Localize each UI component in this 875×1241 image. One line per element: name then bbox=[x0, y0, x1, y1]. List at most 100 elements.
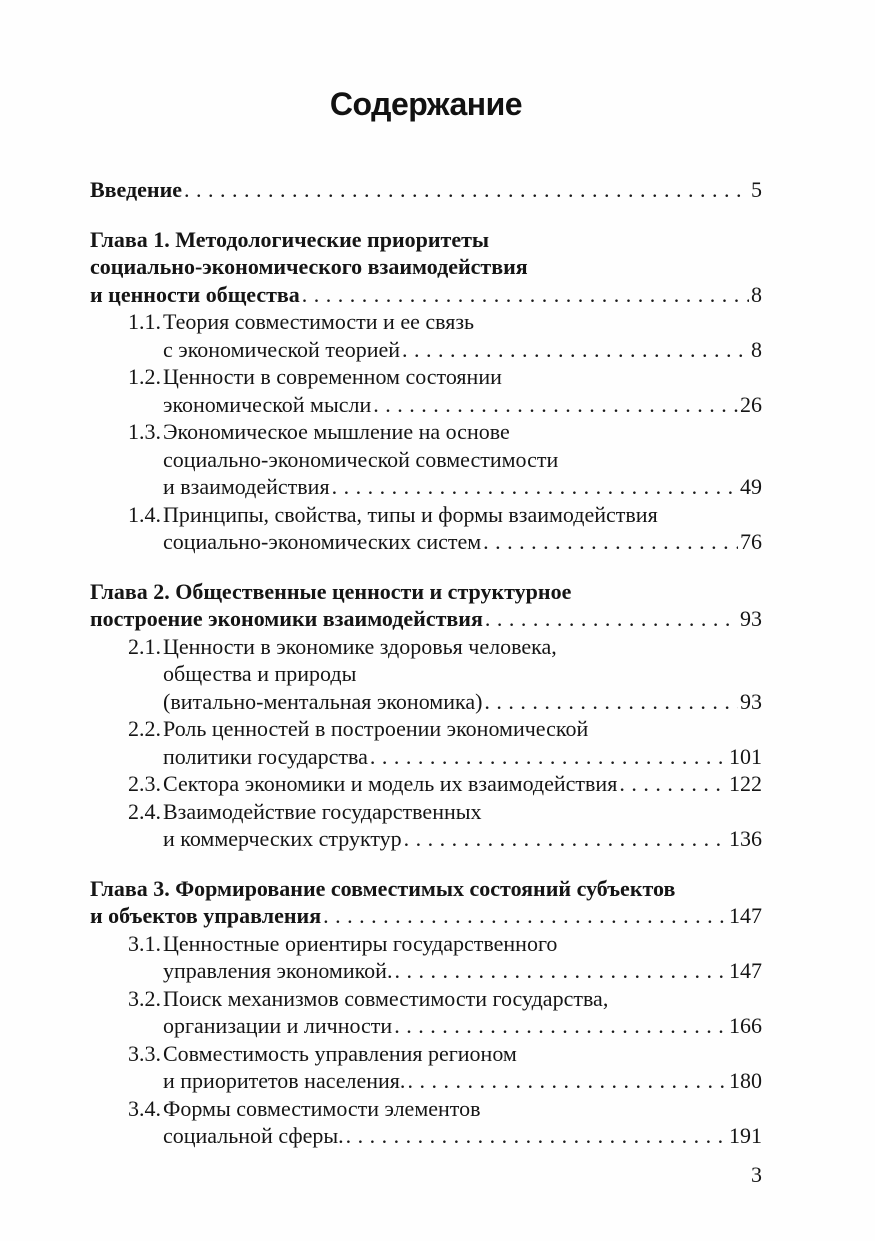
toc-entry-1-2: 1.2. Ценности в современном состоянии экон… bbox=[90, 363, 762, 418]
entry-number: 1.4. bbox=[128, 501, 161, 527]
entry-text: политики государства bbox=[163, 743, 368, 769]
entry-text: Глава 2. Общественные ценности и структу… bbox=[90, 578, 572, 604]
entry-text: Совместимость управления регионом bbox=[163, 1040, 517, 1066]
entry-line: Глава 3. Формирование совместимых состоя… bbox=[90, 875, 762, 903]
entry-number: 1.3. bbox=[128, 419, 161, 444]
entry-line: социально-экономической совместимости bbox=[163, 446, 762, 474]
entry-text: и ценности общества bbox=[90, 281, 300, 307]
entry-text: и приоритетов населения. bbox=[163, 1068, 406, 1093]
entry-line: Принципы, свойства, типы и формы взаимод… bbox=[163, 501, 762, 529]
entry-page-number: 166 bbox=[729, 1013, 762, 1038]
entry-text: Экономическое мышление на основе bbox=[163, 419, 510, 444]
entry-number: 2.2. bbox=[128, 716, 161, 741]
dot-leader bbox=[346, 1122, 727, 1150]
toc-entry-2-1: 2.1. Ценности в экономике здоровья челове… bbox=[90, 633, 762, 716]
dot-leader bbox=[394, 1012, 727, 1040]
entry-text: социальной сферы. bbox=[163, 1123, 344, 1148]
toc-entry-3-2: 3.2. Поиск механизмов совместимости госуд… bbox=[90, 985, 762, 1040]
toc-entry-1-4: 1.4. Принципы, свойства, типы и формы вза… bbox=[90, 501, 762, 556]
entry-page-number: 26 bbox=[740, 391, 762, 417]
entry-body: Ценностные ориентиры государственного упр… bbox=[163, 930, 762, 985]
toc-entry-2-4: 2.4. Взаимодействие государственных и комм… bbox=[90, 798, 762, 853]
entry-page-number: 49 bbox=[740, 474, 762, 499]
dot-leader bbox=[485, 605, 738, 633]
entry-line: Теория совместимости и ее связь bbox=[163, 308, 762, 336]
dot-leader bbox=[619, 770, 727, 798]
entry-text: социально-экономического взаимодействия bbox=[90, 254, 528, 279]
entry-body: Ценности в экономике здоровья человека, о… bbox=[163, 633, 762, 716]
entry-text: социально-экономических систем bbox=[163, 529, 482, 554]
entry-line: Глава 1. Методологические приоритеты bbox=[90, 226, 762, 254]
entry-line: Ценности в современном состоянии bbox=[163, 363, 762, 391]
entry-text: Глава 3. Формирование совместимых состоя… bbox=[90, 875, 676, 901]
entry-line: социально-экономических систем 76 bbox=[163, 528, 762, 556]
entry-number: 3.4. bbox=[128, 1095, 161, 1121]
entry-line: Ценности в экономике здоровья человека, bbox=[163, 633, 762, 661]
entry-line: Роль ценностей в построении экономическо… bbox=[163, 715, 762, 743]
dot-leader bbox=[402, 336, 749, 364]
entry-line: и коммерческих структур 136 bbox=[163, 825, 762, 853]
entry-line: Формы совместимости элементов bbox=[163, 1095, 762, 1123]
entry-line: Сектора экономики и модель их взаимодейс… bbox=[163, 770, 762, 798]
entry-line: Глава 2. Общественные ценности и структу… bbox=[90, 578, 762, 606]
entry-line: и ценности общества 8 bbox=[90, 281, 762, 309]
toc-entry-2-2: 2.2. Роль ценностей в построении экономич… bbox=[90, 715, 762, 770]
toc-entry-chapter-1: Глава 1. Методологические приоритеты соци… bbox=[90, 226, 762, 309]
entry-number: 1.2. bbox=[128, 364, 161, 389]
entry-body: Глава 1. Методологические приоритеты соци… bbox=[90, 226, 762, 309]
entry-line: Взаимодействие государственных bbox=[163, 798, 762, 826]
entry-page-number: 147 bbox=[729, 903, 762, 928]
entry-body: Теория совместимости и ее связь с экономи… bbox=[163, 308, 762, 363]
entry-body: Совместимость управления регионом и приор… bbox=[163, 1040, 762, 1095]
dot-leader bbox=[484, 688, 738, 716]
entry-text: Формы совместимости элементов bbox=[163, 1095, 481, 1121]
entry-text: с экономической теорией bbox=[163, 336, 401, 362]
toc-entry-1-3: 1.3. Экономическое мышление на основе соци… bbox=[90, 418, 762, 501]
entry-text: построение экономики взаимодействия bbox=[90, 606, 483, 631]
entry-number: 1.1. bbox=[128, 309, 161, 334]
entry-body: Взаимодействие государственных и коммерче… bbox=[163, 798, 762, 853]
dot-leader bbox=[407, 1067, 727, 1095]
entry-body: Сектора экономики и модель их взаимодейс… bbox=[163, 770, 762, 798]
entry-body: Введение 5 bbox=[90, 176, 762, 204]
toc-entry-2-3: 2.3. Сектора экономики и модель их взаимо… bbox=[90, 770, 762, 798]
toc-content: Содержание Введение 5 Глава 1. Методологич… bbox=[90, 0, 762, 1150]
entry-text: Ценностные ориентиры государственного bbox=[163, 930, 558, 956]
entry-body: Экономическое мышление на основе социальн… bbox=[163, 418, 762, 501]
entry-page-number: 5 bbox=[751, 177, 762, 202]
entry-line: экономической мысли 26 bbox=[163, 391, 762, 419]
page-title: Содержание bbox=[329, 86, 523, 122]
entry-text: управления экономикой. bbox=[163, 958, 393, 983]
dot-leader bbox=[373, 391, 738, 419]
entry-text: организации и личности bbox=[163, 1013, 393, 1038]
entry-number: 2.3. bbox=[128, 771, 161, 796]
entry-line: и объектов управления 147 bbox=[90, 902, 762, 930]
entry-line: политики государства 101 bbox=[163, 743, 762, 771]
toc: Введение 5 Глава 1. Методологические приор… bbox=[90, 176, 762, 1150]
entry-line: и взаимодействия 49 bbox=[163, 473, 762, 501]
entry-page-number: 122 bbox=[729, 771, 762, 796]
dot-leader bbox=[302, 281, 749, 309]
entry-line: организации и личности 166 bbox=[163, 1012, 762, 1040]
toc-entry-chapter-11: Глава 3. Формирование совместимых состоя… bbox=[90, 875, 762, 930]
toc-entry-3-4: 3.4. Формы совместимости элементов социаль… bbox=[90, 1095, 762, 1150]
entry-body: Глава 3. Формирование совместимых состоя… bbox=[90, 875, 762, 930]
entry-text: общества и природы bbox=[163, 661, 357, 686]
entry-line: Экономическое мышление на основе bbox=[163, 418, 762, 446]
entry-number: 3.2. bbox=[128, 985, 161, 1011]
entry-line: управления экономикой. 147 bbox=[163, 957, 762, 985]
toc-entry-chapter-6: Глава 2. Общественные ценности и структу… bbox=[90, 578, 762, 633]
entry-line: общества и природы bbox=[163, 660, 762, 688]
entry-line: Поиск механизмов совместимости государст… bbox=[163, 985, 762, 1013]
dot-leader bbox=[483, 528, 738, 556]
dot-leader bbox=[184, 176, 749, 204]
toc-entry-3-1: 3.1. Ценностные ориентиры государственног… bbox=[90, 930, 762, 985]
entry-number: 2.4. bbox=[128, 798, 161, 824]
entry-text: Введение bbox=[90, 177, 183, 202]
entry-body: Поиск механизмов совместимости государст… bbox=[163, 985, 762, 1040]
entry-text: Сектора экономики и модель их взаимодейс… bbox=[163, 771, 618, 796]
entry-line: с экономической теорией 8 bbox=[163, 336, 762, 364]
entry-text: и объектов управления bbox=[90, 903, 322, 928]
entry-text: Поиск механизмов совместимости государст… bbox=[163, 985, 609, 1011]
